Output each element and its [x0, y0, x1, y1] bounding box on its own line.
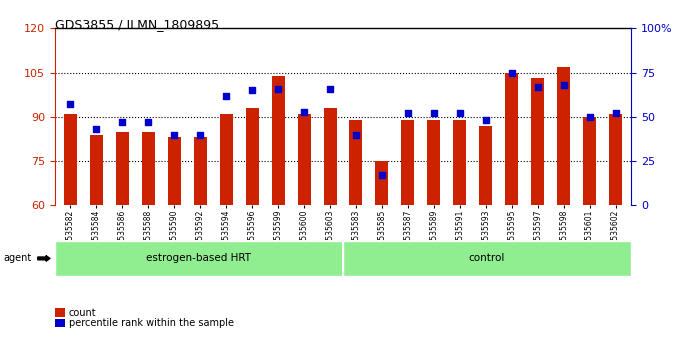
Bar [401, 120, 414, 205]
Point [221, 93, 232, 98]
Bar [64, 114, 77, 205]
Bar [557, 67, 570, 205]
Point [65, 102, 76, 107]
Bar [375, 161, 388, 205]
Point [610, 110, 621, 116]
Bar [220, 114, 233, 205]
Bar [453, 120, 466, 205]
Point [480, 118, 491, 123]
Bar [427, 120, 440, 205]
Text: estrogen-based HRT: estrogen-based HRT [146, 253, 252, 263]
Point [91, 126, 102, 132]
Bar [349, 120, 362, 205]
Point [298, 109, 309, 114]
Point [247, 87, 258, 93]
Point [454, 110, 465, 116]
Point [428, 110, 439, 116]
Point [195, 132, 206, 137]
Point [169, 132, 180, 137]
Point [532, 84, 543, 90]
Point [506, 70, 517, 75]
Point [324, 86, 335, 91]
Point [403, 110, 414, 116]
Bar [90, 135, 103, 205]
Text: agent: agent [3, 253, 32, 263]
Point [272, 86, 283, 91]
Bar [168, 137, 181, 205]
Text: GDS3855 / ILMN_1809895: GDS3855 / ILMN_1809895 [55, 18, 219, 31]
Text: control: control [469, 253, 506, 263]
Bar [298, 114, 311, 205]
Point [377, 172, 388, 178]
Bar [142, 132, 155, 205]
Bar [609, 114, 622, 205]
Bar [505, 73, 518, 205]
Text: count: count [69, 308, 96, 318]
Bar [193, 137, 206, 205]
Bar [246, 108, 259, 205]
Point [558, 82, 569, 88]
Point [117, 119, 128, 125]
Bar [531, 79, 544, 205]
Bar [324, 108, 337, 205]
Bar [272, 75, 285, 205]
Bar [480, 126, 493, 205]
Point [584, 114, 595, 120]
Bar [116, 132, 129, 205]
Point [351, 132, 362, 137]
Point [143, 119, 154, 125]
Bar [583, 117, 596, 205]
Text: percentile rank within the sample: percentile rank within the sample [69, 318, 234, 328]
